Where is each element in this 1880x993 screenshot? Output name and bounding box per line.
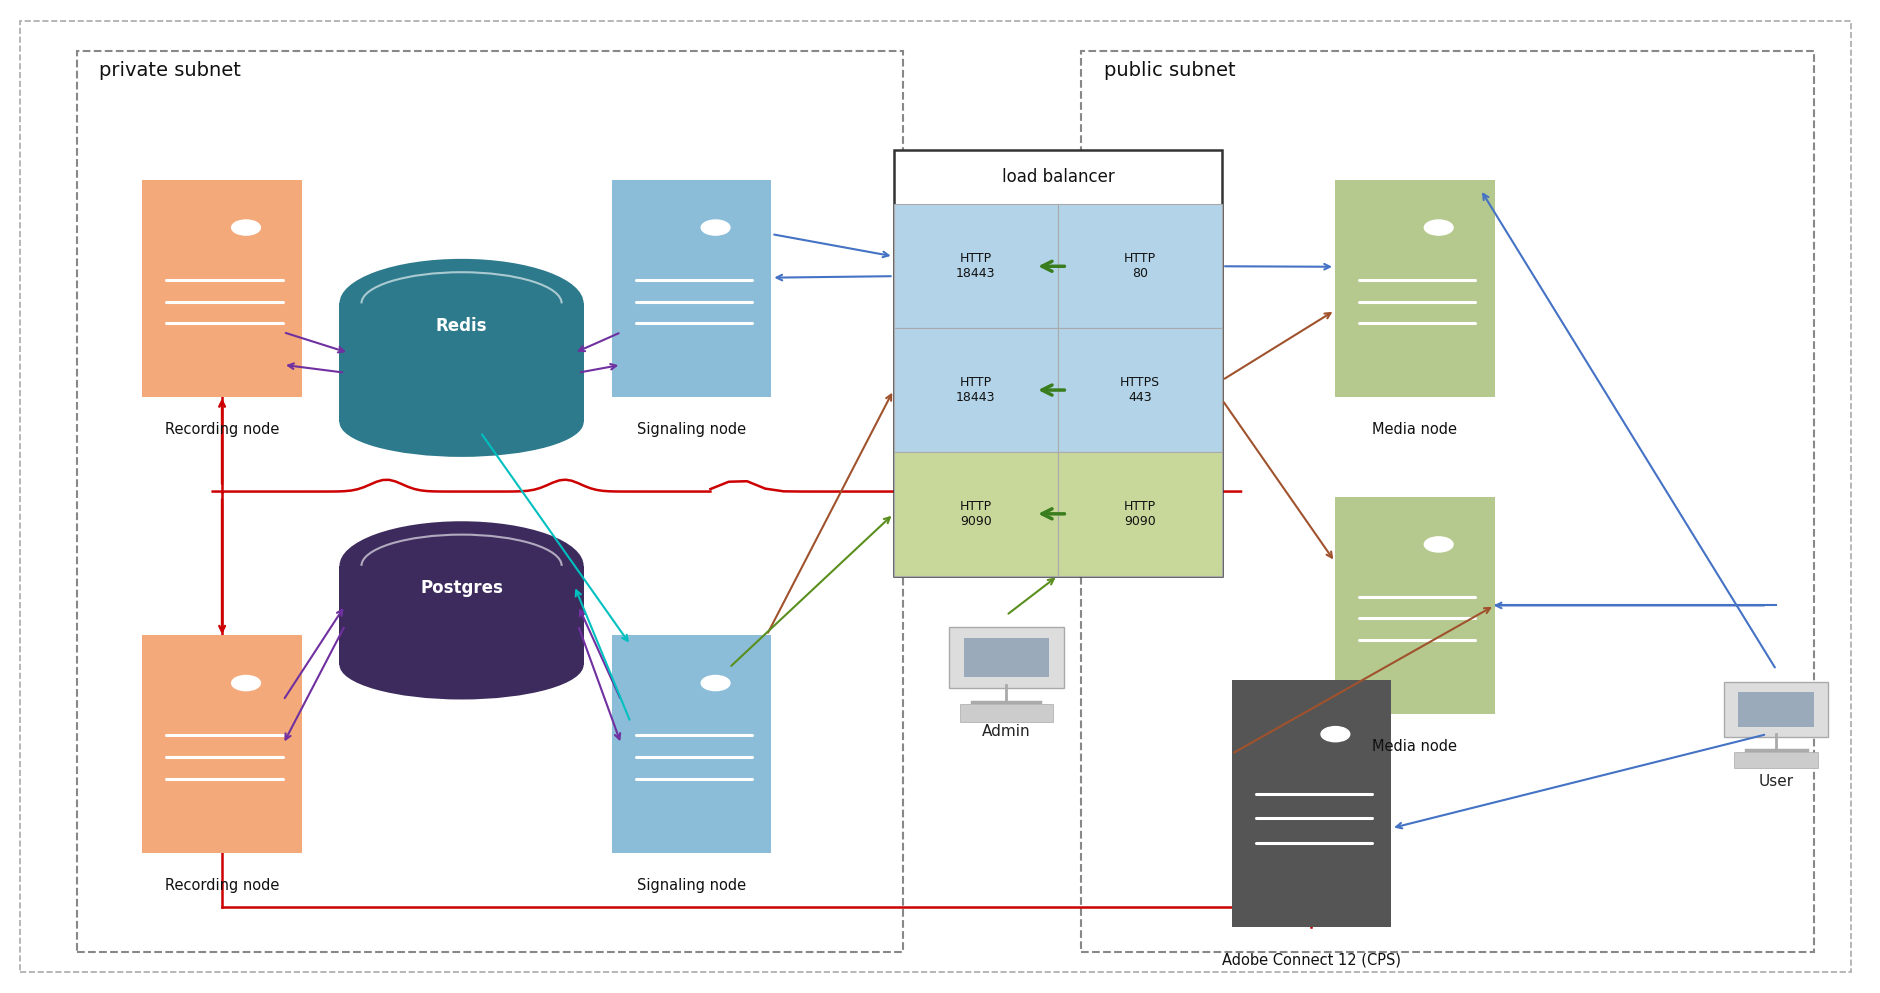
Ellipse shape [338, 521, 583, 611]
FancyBboxPatch shape [1724, 682, 1827, 737]
FancyBboxPatch shape [1335, 496, 1495, 714]
FancyBboxPatch shape [1231, 679, 1391, 927]
Circle shape [1423, 537, 1451, 552]
FancyBboxPatch shape [963, 638, 1047, 677]
Circle shape [701, 220, 729, 235]
Text: Redis: Redis [436, 317, 487, 335]
Text: HTTP
80: HTTP 80 [1124, 252, 1156, 280]
Ellipse shape [338, 631, 583, 699]
Circle shape [1423, 220, 1451, 235]
Text: Media node: Media node [1372, 739, 1457, 754]
Text: HTTP
9090: HTTP 9090 [1124, 499, 1156, 528]
Text: private subnet: private subnet [100, 61, 241, 79]
FancyBboxPatch shape [1057, 452, 1222, 576]
Text: Recording node: Recording node [165, 878, 278, 893]
Text: public subnet: public subnet [1104, 61, 1235, 79]
Text: Adobe Connect 12 (CPS): Adobe Connect 12 (CPS) [1222, 952, 1401, 967]
Text: HTTP
9090: HTTP 9090 [959, 499, 991, 528]
FancyBboxPatch shape [1057, 205, 1222, 328]
Circle shape [701, 675, 729, 691]
FancyBboxPatch shape [959, 704, 1053, 722]
FancyBboxPatch shape [948, 628, 1062, 687]
Text: HTTP
18443: HTTP 18443 [955, 252, 995, 280]
Text: Recording node: Recording node [165, 422, 278, 437]
FancyBboxPatch shape [611, 636, 771, 853]
Text: Signaling node: Signaling node [637, 878, 746, 893]
Text: HTTP
18443: HTTP 18443 [955, 376, 995, 404]
Text: Media node: Media node [1372, 422, 1457, 437]
FancyBboxPatch shape [893, 328, 1057, 452]
FancyBboxPatch shape [893, 205, 1057, 328]
FancyBboxPatch shape [1733, 752, 1818, 768]
FancyBboxPatch shape [143, 180, 303, 397]
FancyBboxPatch shape [143, 636, 303, 853]
FancyBboxPatch shape [1057, 328, 1222, 452]
Text: Admin: Admin [981, 724, 1030, 739]
FancyBboxPatch shape [893, 452, 1057, 576]
FancyBboxPatch shape [338, 304, 583, 422]
Text: HTTPS
443: HTTPS 443 [1119, 376, 1160, 404]
Text: load balancer: load balancer [1000, 168, 1113, 186]
FancyBboxPatch shape [1737, 692, 1814, 727]
Ellipse shape [338, 387, 583, 457]
Text: Postgres: Postgres [419, 579, 502, 597]
Circle shape [231, 675, 259, 691]
FancyBboxPatch shape [893, 150, 1222, 576]
FancyBboxPatch shape [611, 180, 771, 397]
Text: Signaling node: Signaling node [637, 422, 746, 437]
Circle shape [231, 220, 259, 235]
FancyBboxPatch shape [338, 566, 583, 665]
Circle shape [1320, 727, 1350, 742]
Text: User: User [1758, 774, 1794, 788]
Ellipse shape [338, 259, 583, 348]
FancyBboxPatch shape [1335, 180, 1495, 397]
